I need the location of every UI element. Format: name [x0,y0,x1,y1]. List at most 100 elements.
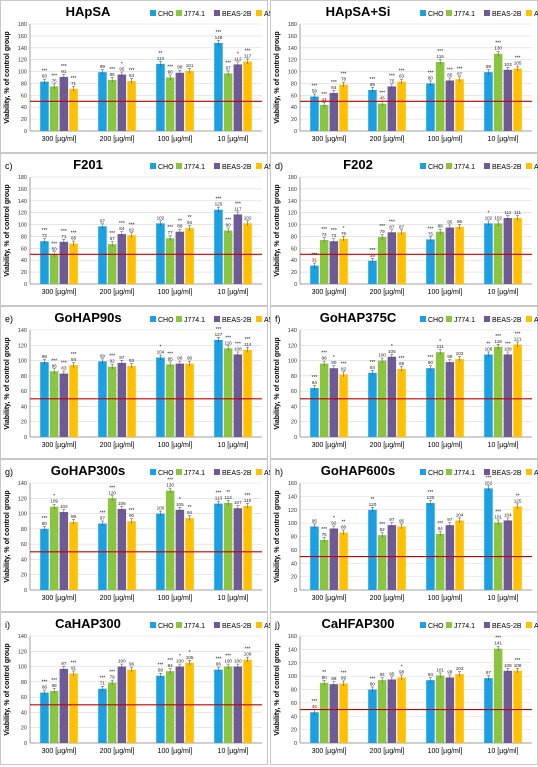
bar [377,680,387,743]
x-tick-label: 300 [µg/ml] [312,748,347,755]
bar [319,682,329,743]
data-label: 87 [457,71,463,76]
x-tick-label: 300 [µg/ml] [42,136,77,143]
x-tick-label: 200 [µg/ml] [370,442,405,449]
data-label: 50 [52,246,58,251]
significance-label: *** [341,72,347,78]
data-label: 78 [341,77,347,82]
y-tick-label: 40 [21,710,27,716]
data-label: 64 [312,380,318,385]
bar [426,503,435,590]
significance-label: *** [51,241,57,247]
y-axis-label: Viability, % of control group [4,31,11,123]
bar [445,525,455,590]
x-tick-label: 10 [µg/ml] [218,595,249,602]
data-label: 95 [389,671,395,676]
x-tick-label: 200 [µg/ml] [100,136,135,143]
significance-label: * [333,515,335,521]
legend-swatch [214,316,220,322]
bar [339,683,348,743]
bar [165,671,175,743]
bar [513,344,522,437]
legend-label: A549 [534,470,538,477]
data-label: 94 [168,663,174,668]
data-label: 82 [129,227,135,232]
x-tick-label: 300 [µg/ml] [312,289,347,296]
bar [387,356,397,437]
bar [368,89,377,131]
bar [107,682,117,743]
bar [40,81,49,131]
data-label: 98 [447,669,453,674]
bar [223,73,233,131]
significance-label: *** [158,663,164,669]
significance-label: *** [100,511,106,517]
y-tick-label: 180 [288,175,297,181]
x-tick-label: 10 [µg/ml] [218,442,249,449]
y-tick-label: 140 [288,328,297,334]
data-label: 100 [224,659,232,664]
data-label: 86 [110,72,116,77]
bar [214,503,223,590]
bar [49,86,59,131]
data-label: 77 [168,230,174,235]
y-tick-label: 120 [18,496,27,502]
significance-label: *** [42,680,48,686]
data-label: 95 [168,356,174,361]
y-tick-label: 100 [18,665,27,671]
y-tick-label: 0 [24,741,27,747]
chart-panel-9: i)CaHAP300CHOJ774.1BEAS-2BA549Viability,… [0,612,280,765]
panel-label: f) [275,314,281,324]
y-tick-label: 40 [291,561,297,567]
legend-label: J774.1 [184,164,205,171]
data-label: 85 [447,72,453,77]
legend-swatch [420,469,426,475]
data-label: 95 [312,518,318,523]
y-tick-label: 20 [291,117,297,123]
legend-label: J774.1 [184,470,205,477]
y-axis-label: Viability, % of control group [4,337,11,429]
legend-label: CHO [158,317,174,324]
significance-label: *** [515,332,521,338]
data-label: 101 [494,514,502,519]
significance-label: *** [119,221,125,227]
data-label: 114 [224,495,232,500]
bar [233,64,243,131]
significance-label: *** [225,218,231,224]
data-label: 94 [428,672,434,677]
legend-swatch [256,316,262,322]
y-tick-label: 60 [21,389,27,395]
significance-label: *** [312,699,318,705]
panel-label: j) [274,620,280,630]
y-tick-label: 80 [291,374,297,380]
y-tick-label: 180 [288,22,297,28]
chart-title: HApSA+Si [326,4,391,19]
legend-label: J774.1 [454,317,475,324]
significance-label: *** [437,49,443,55]
significance-label: *** [389,219,395,225]
bar [243,223,252,284]
y-tick-label: 60 [291,701,297,707]
bar [156,63,165,132]
y-axis-label: Viability, % of control group [4,184,11,276]
significance-label: * [439,339,441,345]
data-label: 105 [388,349,396,354]
significance-label: *** [505,341,511,347]
bar [310,388,319,437]
significance-label: *** [61,229,67,235]
data-label: 100 [118,659,126,664]
bar [339,374,348,437]
data-label: 108 [234,346,242,351]
y-tick-label: 0 [294,741,297,747]
chart-title: GoHAP300s [51,463,125,478]
legend-swatch [176,316,182,322]
data-label: 113 [215,496,223,501]
bar [339,532,348,590]
bar [377,237,387,284]
data-label: 141 [494,641,502,646]
chart-svg: g)GoHAP300sCHOJ774.1BEAS-2BA549Viability… [0,459,280,612]
y-tick-label: 120 [288,58,297,64]
bar [445,80,455,131]
significance-label: *** [225,60,231,66]
bar [233,214,243,284]
